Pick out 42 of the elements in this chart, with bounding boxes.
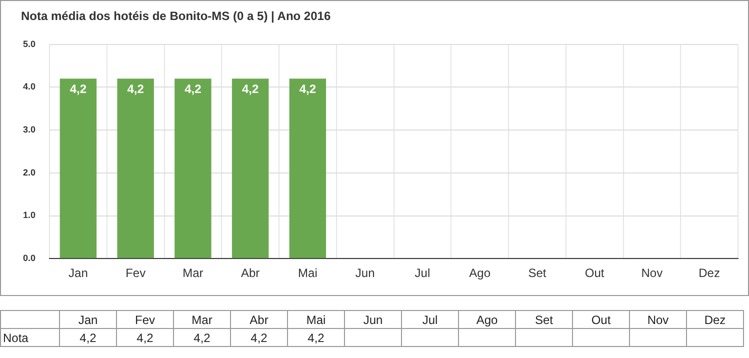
category-label: Jan [78, 312, 98, 326]
category-label: Ago [476, 312, 498, 326]
category-label: Jul [422, 312, 438, 326]
category-label: Mai [306, 312, 326, 326]
x-tick-label: Set [528, 266, 547, 280]
text: 4,2 [242, 82, 259, 96]
x-tick-label: Ago [469, 266, 491, 280]
x-tick-label: Jul [414, 266, 430, 280]
y-tick-label: 4.0 [22, 82, 36, 92]
chart-title: Nota média dos hotéis de Bonito-MS (0 a 5) | Ano 2016 [21, 9, 331, 23]
text: 4,2 [70, 82, 87, 96]
category-label: Mar [192, 312, 212, 326]
category-label: Set [534, 312, 553, 326]
x-tick-label: Out [584, 266, 605, 280]
y-tick-label: 5.0 [22, 38, 36, 49]
data-label: 4,2 [288, 328, 344, 346]
x-tick-label: Mai [298, 266, 318, 280]
x-tick-label: Abr [240, 266, 260, 280]
x-tick-label: Jun [355, 266, 375, 280]
y-tick-label: 2.0 [22, 167, 36, 178]
x-tick-label: Mar [182, 266, 204, 280]
x-tick-label: Fev [126, 266, 146, 280]
category-label: Out [591, 312, 611, 326]
data-label: 4,2 [230, 328, 288, 346]
category-label: Fev [134, 312, 155, 326]
x-tick-label: Jan [68, 266, 88, 280]
text: 4,2 [299, 82, 316, 96]
category-label: Abr [250, 312, 268, 326]
y-tick-label: 0.0 [22, 253, 36, 264]
text: 4,2 [184, 82, 202, 96]
category-label: Nov [647, 312, 669, 326]
data-label: 4,2 [174, 328, 230, 346]
text: 4,2 [127, 82, 144, 96]
category-label: Jun [363, 312, 383, 326]
text: Nota [0, 328, 60, 346]
x-tick-label: Dez [698, 266, 720, 280]
x-tick-label: Nov [641, 266, 663, 280]
data-label: 4,2 [60, 328, 116, 346]
data-label: 4,2 [116, 328, 174, 346]
category-label: Dez [704, 312, 726, 326]
y-tick-label: 3.0 [22, 124, 36, 135]
y-tick-label: 1.0 [22, 210, 36, 220]
